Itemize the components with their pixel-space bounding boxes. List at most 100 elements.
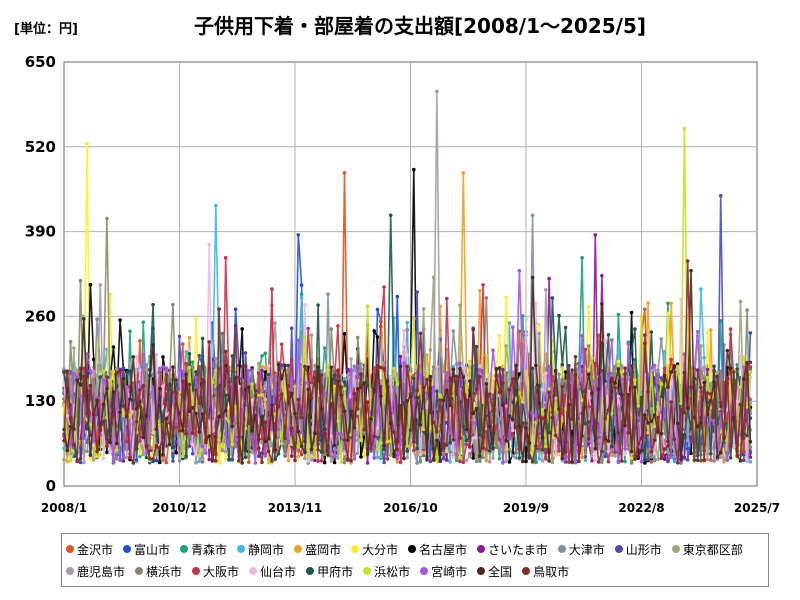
data-point <box>190 451 195 456</box>
data-point <box>372 366 377 370</box>
data-point <box>448 450 452 454</box>
data-point <box>738 459 743 463</box>
data-point <box>121 459 126 463</box>
data-point <box>339 460 344 464</box>
data-point <box>666 364 670 368</box>
data-point <box>289 377 294 381</box>
y-tick-label: 520 <box>25 138 56 156</box>
data-point <box>567 460 571 465</box>
data-point <box>557 407 561 411</box>
y-tick-label: 390 <box>25 223 56 241</box>
data-point <box>121 376 126 381</box>
data-point <box>652 438 657 442</box>
data-point <box>586 367 591 372</box>
data-point <box>151 343 155 347</box>
data-point <box>530 366 535 371</box>
data-point <box>398 442 403 446</box>
data-point <box>82 366 86 371</box>
data-point <box>78 383 83 387</box>
data-point <box>596 387 601 391</box>
data-point <box>256 371 261 375</box>
data-point <box>256 361 261 366</box>
data-point <box>161 355 165 359</box>
data-point <box>91 378 96 382</box>
data-point <box>346 373 350 377</box>
data-point <box>732 370 736 374</box>
data-point <box>157 460 162 465</box>
data-point <box>365 452 370 456</box>
data-point <box>695 424 700 429</box>
legend-item: 浜松市 <box>363 560 410 582</box>
data-point <box>507 388 512 392</box>
data-point <box>718 193 723 198</box>
data-point <box>685 406 690 410</box>
data-point <box>194 452 198 457</box>
data-point <box>365 383 370 388</box>
data-point <box>124 455 129 460</box>
data-point <box>633 378 637 382</box>
data-point <box>689 451 693 456</box>
data-point <box>385 456 390 461</box>
data-point <box>395 382 400 386</box>
data-point <box>243 351 248 355</box>
data-point <box>214 203 218 208</box>
data-point <box>375 455 380 460</box>
data-point <box>85 141 89 146</box>
data-point <box>332 455 337 459</box>
data-point <box>606 333 611 337</box>
data-point <box>171 448 175 453</box>
legend-label: 甲府市 <box>317 564 354 579</box>
data-point <box>398 364 403 369</box>
data-point <box>332 460 337 465</box>
data-point <box>187 335 192 340</box>
data-point <box>672 459 677 464</box>
data-point <box>223 408 228 413</box>
data-point <box>174 425 178 430</box>
data-point <box>115 370 119 375</box>
data-point <box>128 397 132 401</box>
data-point <box>273 321 278 325</box>
data-point <box>524 421 528 426</box>
data-point <box>603 454 607 459</box>
data-point <box>709 452 713 456</box>
data-point <box>108 440 112 445</box>
data-point <box>346 367 350 372</box>
data-point <box>101 378 106 382</box>
data-point <box>250 422 254 426</box>
data-point <box>336 368 340 373</box>
data-point <box>85 449 89 454</box>
data-point <box>484 447 489 452</box>
data-point <box>705 330 710 335</box>
data-point <box>504 295 509 300</box>
data-point <box>702 365 706 370</box>
data-point <box>98 283 103 287</box>
data-point <box>534 444 538 448</box>
data-point <box>471 327 476 332</box>
data-point <box>728 456 733 460</box>
data-point <box>313 455 317 459</box>
data-point <box>748 451 753 455</box>
data-point <box>379 422 383 427</box>
data-point <box>491 348 495 353</box>
data-point <box>491 385 495 390</box>
data-point <box>748 360 753 365</box>
data-point <box>497 448 502 452</box>
data-point <box>497 333 502 338</box>
data-point <box>124 385 129 389</box>
data-point <box>494 445 499 450</box>
data-point <box>639 314 644 319</box>
legend-item: 大分市 <box>351 538 398 560</box>
data-point <box>487 424 492 429</box>
data-point <box>280 342 284 347</box>
data-point <box>286 367 291 372</box>
data-point <box>200 378 205 382</box>
legend-item: 山形市 <box>614 538 662 560</box>
data-point <box>705 457 710 462</box>
data-point <box>101 419 106 424</box>
data-point <box>296 233 301 237</box>
data-point <box>580 255 584 260</box>
data-point <box>402 361 406 365</box>
data-point <box>164 412 169 417</box>
data-point <box>738 385 743 390</box>
data-point <box>402 456 406 461</box>
